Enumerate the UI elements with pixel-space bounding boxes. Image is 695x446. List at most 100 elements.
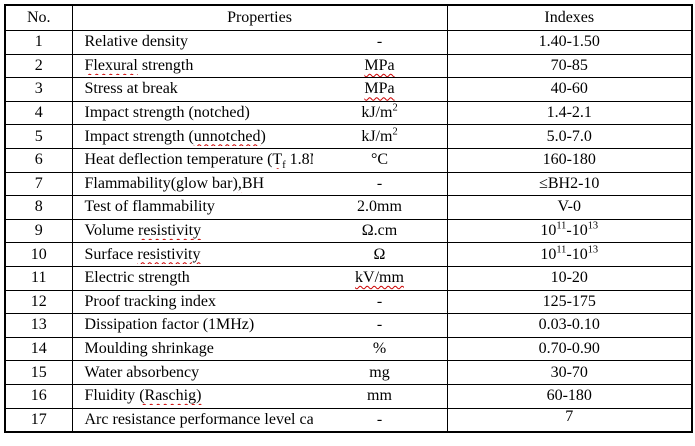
property-unit: kJ/m2: [313, 126, 447, 146]
property-wrap: Volume resistivity Ω.cm: [73, 222, 447, 240]
text-part: Moulding shrinkage: [84, 340, 214, 358]
text-part: -10: [566, 245, 588, 263]
text-part: (Raschig): [139, 387, 202, 405]
text-part: Electric strength: [84, 269, 190, 287]
table-row: 5 Impact strength (unnotched) kJ/m2 5.0-7.0: [4, 124, 693, 149]
text-part: MPa: [364, 56, 395, 74]
property-wrap: Dissipation factor (1MHz) -: [73, 316, 447, 334]
table-row: 9 Volume resistivity Ω.cm 1011-1013: [4, 218, 693, 244]
index-cell: 1011-1013: [446, 242, 693, 267]
row-number-cell: 15: [4, 360, 73, 385]
text-part: Ω.cm: [361, 222, 398, 240]
text-part: -10: [566, 222, 588, 240]
text-part: MPa: [364, 80, 395, 98]
index-cell: 40-60: [446, 77, 693, 102]
text-part: 10: [540, 222, 557, 240]
property-unit: kJ/m2: [313, 103, 447, 122]
property-cell: Flexural strength MPa: [71, 53, 448, 79]
property-unit: MPa: [313, 57, 447, 75]
property-wrap: Heat deflection temperature (Tf 1.8Mpa) °…: [73, 151, 447, 169]
property-cell: Volume resistivity Ω.cm: [71, 218, 448, 244]
index-cell: 0.03-0.10: [446, 313, 693, 338]
text-part: 11: [556, 220, 567, 232]
property-cell: Impact strength (unnotched) kJ/m2: [71, 124, 448, 149]
row-number-cell: 10: [4, 242, 73, 267]
text-part: 60-180: [546, 387, 592, 405]
property-unit: mg: [313, 364, 447, 382]
text-part: 125-175: [542, 292, 596, 310]
index-cell: 7: [446, 407, 693, 433]
properties-table: No. Properties Indexes 1 Relative density…: [4, 4, 693, 434]
index-cell: ≤BH2-10: [446, 171, 693, 197]
text-part: 0.03-0.10: [538, 316, 600, 334]
text-part: kJ/m: [361, 127, 393, 145]
index-cell: 1.40-1.50: [446, 30, 693, 55]
text-part: V-0: [557, 198, 581, 216]
row-number-cell: 11: [4, 265, 73, 291]
table-row: 12 Proof tracking index - 125-175: [4, 289, 693, 315]
text-part: Volume: [84, 222, 138, 240]
row-number-cell: 9: [4, 218, 73, 244]
text-part: ): [260, 127, 266, 145]
table-row: 7 Flammability(glow bar),BH - ≤BH2-10: [4, 171, 693, 197]
row-number-cell: 16: [4, 383, 73, 409]
text-part: Dissipation factor (1MHz): [84, 316, 255, 334]
property-name: Arc resistance performance level categor…: [73, 411, 313, 429]
property-wrap: Impact strength (notched) kJ/m2: [73, 103, 447, 122]
property-name: Relative density: [73, 33, 313, 51]
table-row: 15 Water absorbency mg 30-70: [4, 360, 693, 385]
property-name: Dissipation factor (1MHz): [73, 316, 313, 334]
text-part: 1.8Mpa): [289, 151, 313, 169]
property-name: Heat deflection temperature (Tf 1.8Mpa): [73, 151, 313, 169]
property-cell: Relative density -: [71, 30, 448, 55]
text-part: 1.4-2.1: [546, 104, 592, 122]
index-cell: 1.4-2.1: [446, 100, 693, 126]
property-unit: °C: [313, 151, 447, 169]
text-part: 5.0-7.0: [546, 127, 592, 145]
text-part: 2.0mm: [357, 198, 402, 216]
property-name: Stress at break: [73, 80, 313, 98]
property-cell: Water absorbency mg: [71, 360, 448, 385]
row-number-cell: 3: [4, 77, 73, 102]
property-unit: -: [313, 175, 447, 193]
property-wrap: Moulding shrinkage%: [73, 340, 446, 358]
row-number-cell: 6: [4, 147, 73, 173]
text-part: resistivity: [137, 222, 202, 240]
text-part: kV/mm: [355, 269, 404, 287]
property-cell: Heat deflection temperature (Tf 1.8Mpa) °…: [71, 147, 448, 173]
text-part: 30-70: [550, 363, 588, 381]
property-unit: MPa: [313, 80, 447, 98]
text-part: Relative density: [84, 33, 189, 51]
table-row: 1 Relative density - 1.40-1.50: [4, 30, 693, 55]
row-number-cell: 2: [4, 53, 73, 79]
property-unit: Ω.cm: [313, 222, 447, 240]
property-name: Moulding shrinkage: [73, 340, 313, 358]
index-cell: 60-180: [446, 383, 693, 409]
text-part: Ω: [373, 245, 386, 263]
table-row: 10 Surface resistivity Ω 1011-1013: [4, 242, 693, 267]
property-unit: -: [313, 316, 447, 334]
index-cell: 10-20: [446, 265, 693, 291]
text-part: Fluidity: [84, 387, 140, 405]
text-part: Test of flammability: [84, 198, 215, 216]
index-cell: 5.0-7.0: [446, 124, 693, 149]
property-name: Fluidity (Raschig): [73, 387, 313, 405]
text-part: 2: [392, 126, 398, 138]
text-part: 11: [556, 244, 567, 256]
property-cell: Flammability(glow bar),BH -: [71, 171, 448, 197]
property-name: Surface resistivity: [73, 246, 313, 264]
property-unit: Ω: [313, 246, 447, 264]
index-cell: 125-175: [446, 289, 693, 315]
text-part: Impact strength (notched): [84, 104, 250, 122]
text-part: %: [372, 340, 387, 358]
index-cell: 0.70-0.90: [446, 336, 693, 362]
text-part: Proof tracking index: [84, 292, 217, 310]
property-wrap: Relative density -: [73, 33, 446, 51]
text-part: 70-85: [550, 56, 588, 74]
header-row: No. Properties Indexes: [4, 4, 693, 31]
property-wrap: Stress at break MPa: [73, 80, 447, 98]
text-part: 10: [540, 245, 557, 263]
text-part: Stress at break: [84, 80, 178, 98]
